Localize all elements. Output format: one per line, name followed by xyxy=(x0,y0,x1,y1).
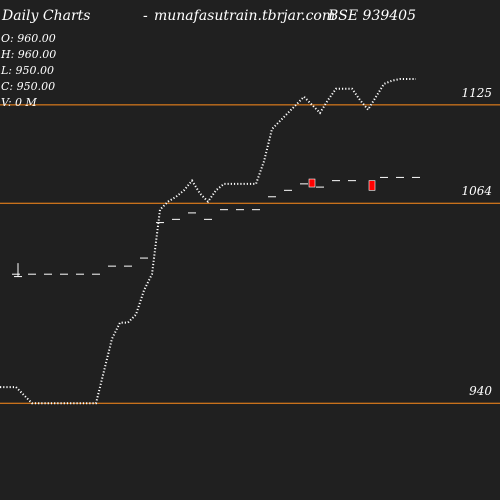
level-label-0: 1125 xyxy=(461,85,492,100)
close-value: C: 950.00 xyxy=(1,80,56,93)
ohlc-panel: O: 960.00 H: 960.00 L: 950.00 C: 950.00 … xyxy=(1,31,56,111)
high-value: H: 960.00 xyxy=(1,48,57,61)
title-separator: - xyxy=(143,8,148,24)
candle-down xyxy=(308,178,316,188)
open-value: O: 960.00 xyxy=(1,32,56,45)
chart-title: Daily Charts xyxy=(2,8,91,24)
price-line xyxy=(0,78,416,405)
stock-code: BSE 939405 xyxy=(328,8,416,24)
candle-down xyxy=(368,180,376,191)
site-name: munafasutrain.tbrjar.com xyxy=(154,8,336,24)
level-label-1: 1064 xyxy=(461,184,492,199)
level-label-2: 940 xyxy=(469,384,492,399)
low-value: L: 950.00 xyxy=(1,64,54,77)
volume-value: V: 0 M xyxy=(1,96,37,109)
